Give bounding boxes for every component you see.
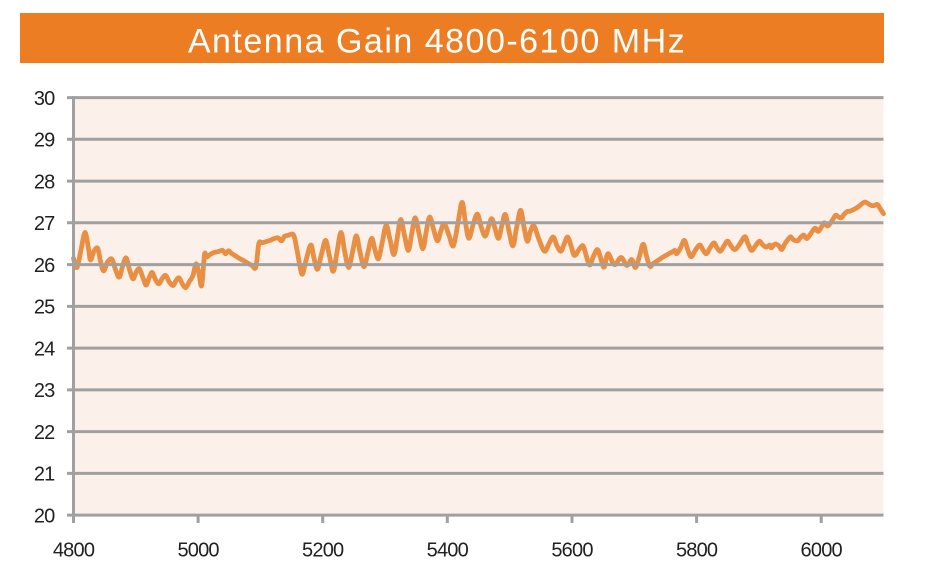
svg-text:5800: 5800 — [676, 539, 718, 561]
svg-text:Antenna Gain 4800-6100 MHz: Antenna Gain 4800-6100 MHz — [188, 22, 686, 60]
svg-text:23: 23 — [34, 380, 55, 402]
svg-text:24: 24 — [34, 338, 55, 360]
svg-text:5200: 5200 — [302, 539, 344, 561]
svg-text:5400: 5400 — [427, 539, 469, 561]
svg-text:5000: 5000 — [177, 539, 219, 561]
svg-text:25: 25 — [34, 297, 55, 319]
svg-text:27: 27 — [34, 213, 55, 235]
svg-text:4800: 4800 — [53, 539, 95, 561]
svg-text:22: 22 — [34, 422, 55, 444]
svg-text:30: 30 — [34, 88, 55, 110]
svg-text:20: 20 — [34, 505, 55, 527]
svg-text:5600: 5600 — [551, 539, 593, 561]
svg-text:26: 26 — [34, 255, 55, 277]
svg-text:28: 28 — [34, 171, 55, 193]
svg-text:29: 29 — [34, 130, 55, 152]
svg-text:21: 21 — [34, 464, 55, 486]
svg-text:6000: 6000 — [801, 539, 843, 561]
